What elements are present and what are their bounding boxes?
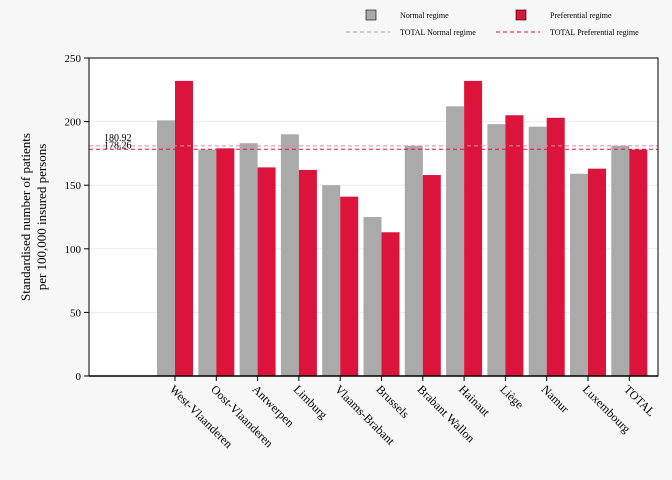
bar-normal-antwerpen — [239, 143, 258, 376]
bar-preferential-luxembourg — [588, 168, 606, 376]
axes — [88, 57, 659, 377]
x-ticks: West-VlaanderenOost-VlaanderenAntwerpenL… — [167, 376, 658, 451]
bar-preferential-oost-vlaanderen — [216, 148, 235, 376]
legend-item-preferential-regime: Preferential regime — [515, 9, 612, 21]
legend-label: Preferential regime — [550, 11, 612, 20]
reference-line-label: 178.26 — [104, 140, 132, 151]
legend-label: TOTAL Normal regime — [400, 28, 476, 37]
bar-normal-hainaut — [446, 106, 465, 376]
bar-normal-west-vlaanderen — [157, 120, 175, 376]
bar-normal-total — [611, 145, 630, 376]
bar-preferential-total — [629, 149, 648, 376]
legend-label: TOTAL Preferential regime — [550, 28, 639, 37]
x-tick-label: TOTAL — [621, 382, 658, 419]
legend-label: Normal regime — [400, 11, 449, 20]
bar-preferential-brabant-wallon — [422, 175, 441, 376]
y-axis-title-line-1: Standardised number of patients — [18, 133, 33, 301]
y-tick-label: 50 — [70, 307, 82, 319]
y-axis-title-line-2: per 100,000 insured persons — [34, 144, 49, 291]
bar-preferential-antwerpen — [257, 167, 276, 376]
bar-normal-vlaams-brabant — [322, 185, 341, 376]
legend-item-total-normal: TOTAL Normal regime — [346, 28, 476, 37]
legend: Normal regime Preferential regime TOTAL No… — [346, 9, 639, 37]
x-tick-label: Liège — [497, 382, 526, 411]
bar-normal-brussels — [363, 217, 382, 376]
x-tick-label: Hainaut — [456, 382, 493, 419]
bar-preferential-li-ge — [505, 115, 524, 377]
y-tick-label: 250 — [65, 53, 82, 65]
bar-normal-oost-vlaanderen — [198, 149, 217, 376]
bar-normal-brabant-wallon — [404, 145, 423, 376]
bars — [157, 80, 648, 377]
y-axis-title: Standardised number of patients per 100,0… — [18, 133, 49, 301]
y-tick-label: 150 — [65, 180, 82, 192]
bar-preferential-vlaams-brabant — [340, 196, 359, 376]
bar-normal-limburg — [280, 134, 299, 376]
legend-swatch — [365, 9, 377, 21]
legend-item-total-preferential: TOTAL Preferential regime — [496, 28, 639, 37]
y-tick-label: 100 — [65, 244, 82, 256]
legend-item-normal-regime: Normal regime — [365, 9, 449, 21]
bar-preferential-west-vlaanderen — [175, 80, 193, 376]
bar-normal-namur — [528, 126, 547, 376]
y-tick-label: 0 — [76, 371, 82, 383]
x-tick-label: Brussels — [373, 382, 412, 421]
legend-swatch — [515, 9, 527, 21]
reference-line-label: 180.92 — [104, 133, 132, 144]
bar-preferential-brussels — [381, 232, 400, 376]
bar-preferential-namur — [546, 117, 565, 376]
x-tick-label: Limburg — [291, 382, 330, 421]
y-ticks: 0 50 100 150 200 250 — [65, 53, 89, 383]
x-tick-label: Namur — [539, 382, 572, 415]
bar-preferential-limburg — [298, 169, 317, 376]
bar-preferential-hainaut — [464, 80, 483, 376]
bar-normal-luxembourg — [570, 173, 588, 376]
y-tick-label: 200 — [65, 117, 82, 129]
bar-normal-li-ge — [487, 124, 506, 376]
